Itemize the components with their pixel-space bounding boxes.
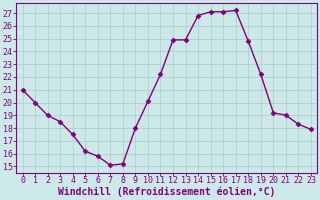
X-axis label: Windchill (Refroidissement éolien,°C): Windchill (Refroidissement éolien,°C) <box>58 187 276 197</box>
